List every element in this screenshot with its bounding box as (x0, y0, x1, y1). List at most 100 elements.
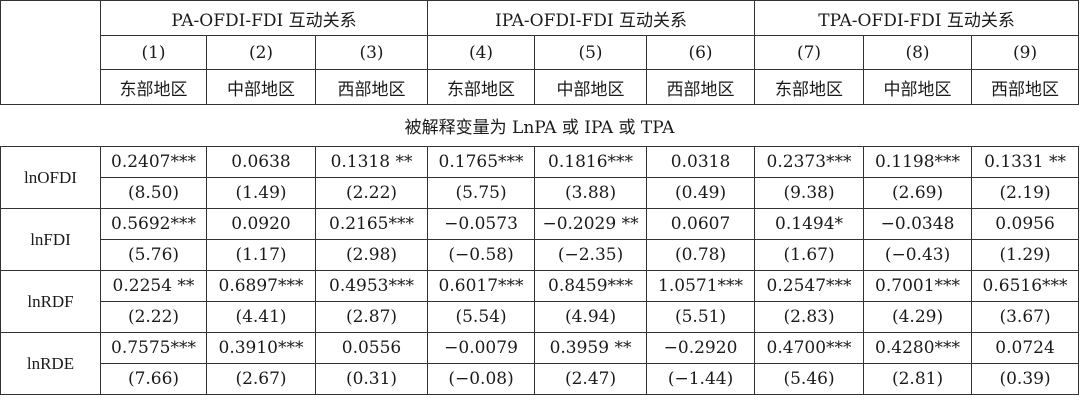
coefficient-row: lnRDF 0.2254 ** 0.6897*** 0.4953*** 0.6017**… (0, 270, 1080, 333)
statistic-cell: (2.67) (206, 363, 316, 395)
column-number: (9) (971, 35, 1080, 70)
statistic-cell: (5.76) (100, 239, 207, 271)
statistic-cell: (−1.44) (646, 363, 756, 395)
coefficient-cell: 0.1494* (754, 208, 865, 240)
statistic-cell: (3.67) (971, 301, 1080, 333)
statistic-cell: (5.75) (427, 177, 536, 209)
column-number: (1) (100, 35, 207, 70)
statistic-cell: (8.50) (100, 177, 207, 209)
column-number: (7) (754, 35, 865, 70)
coefficient-cell: 0.2165*** (314, 208, 429, 240)
coefficient-cell: 0.2373*** (754, 146, 865, 178)
coefficient-cell: 0.8459*** (534, 270, 648, 302)
region-label: 中部地区 (206, 69, 316, 105)
region-row: 东部地区 中部地区 西部地区 东部地区 中部地区 西部地区 东部地区 中部地区 … (1, 69, 1080, 105)
dependent-variable-label: 被解释变量为 LnPA 或 IPA 或 TPA (0, 104, 1079, 147)
statistic-cell: (4.94) (534, 301, 648, 333)
coefficient-cell: −0.0079 (427, 332, 536, 364)
coefficient-cell: 0.1816*** (534, 146, 648, 178)
coefficient-cell: 0.0638 (206, 146, 316, 178)
column-number: (4) (427, 35, 536, 70)
coefficient-cell: 0.4700*** (754, 332, 865, 364)
variable-label: lnRDE (0, 332, 101, 395)
coefficient-cell: 0.4280*** (863, 332, 973, 364)
statistic-cell: (0.49) (646, 177, 756, 209)
region-label: 中部地区 (534, 69, 648, 105)
statistic-row: (2.22) (4.41) (2.87) (5.54) (4.94) (5.51) (2.8… (1, 301, 1080, 333)
coefficient-cell: 0.6017*** (427, 270, 536, 302)
statistic-cell: (1.67) (754, 239, 865, 271)
statistic-cell: (0.39) (971, 363, 1080, 395)
coefficient-row: lnRDE 0.7575*** 0.3910*** 0.0556 −0.0079 0.39… (0, 332, 1080, 395)
region-label: 西部地区 (971, 69, 1080, 105)
region-label: 东部地区 (427, 69, 536, 105)
coefficient-cell: 0.1331 ** (971, 146, 1080, 178)
statistic-cell: (2.87) (314, 301, 429, 333)
coefficient-cell: 0.2547*** (754, 270, 865, 302)
region-label: 西部地区 (314, 69, 429, 105)
region-label: 东部地区 (100, 69, 207, 105)
statistic-cell: (5.51) (646, 301, 756, 333)
statistic-cell: (2.69) (863, 177, 973, 209)
column-number: (8) (863, 35, 973, 70)
variable-label: lnRDF (0, 270, 101, 333)
coefficient-cell: 0.3910*** (206, 332, 316, 364)
statistic-cell: (4.41) (206, 301, 316, 333)
column-number: (5) (534, 35, 648, 70)
statistic-row: (8.50) (1.49) (2.22) (5.75) (3.88) (0.49) (9.3… (1, 177, 1080, 209)
statistic-cell: (−0.43) (863, 239, 973, 271)
coefficient-cell: 1.0571*** (646, 270, 756, 302)
statistic-cell: (2.81) (863, 363, 973, 395)
column-number: (6) (646, 35, 756, 70)
coefficient-cell: −0.0348 (863, 208, 973, 240)
statistic-cell: (9.38) (754, 177, 865, 209)
group-header-tpa: TPA-OFDI-FDI 互动关系 (754, 0, 1080, 36)
statistic-cell: (7.66) (100, 363, 207, 395)
coefficient-cell: 0.0556 (314, 332, 429, 364)
coefficient-cell: 0.1198*** (863, 146, 973, 178)
coefficient-cell: 0.0318 (646, 146, 756, 178)
statistic-cell: (2.98) (314, 239, 429, 271)
statistic-cell: (5.54) (427, 301, 536, 333)
statistic-row: (5.76) (1.17) (2.98) (−0.58) (−2.35) (0.78) (1… (1, 239, 1080, 271)
variable-label: lnOFDI (0, 146, 101, 209)
group-header-ipa: IPA-OFDI-FDI 互动关系 (427, 0, 756, 36)
statistic-cell: (−2.35) (534, 239, 648, 271)
coefficient-cell: 0.6897*** (206, 270, 316, 302)
coefficient-cell: 0.5692*** (100, 208, 207, 240)
coefficient-cell: −0.0573 (427, 208, 536, 240)
statistic-cell: (4.29) (863, 301, 973, 333)
coefficient-cell: 0.3959 ** (534, 332, 648, 364)
group-header-row: PA-OFDI-FDI 互动关系 IPA-OFDI-FDI 互动关系 TPA-O… (0, 0, 1080, 105)
statistic-cell: (0.31) (314, 363, 429, 395)
statistic-cell: (2.83) (754, 301, 865, 333)
statistic-cell: (1.17) (206, 239, 316, 271)
region-label: 西部地区 (646, 69, 756, 105)
statistic-cell: (2.19) (971, 177, 1080, 209)
coefficient-cell: 0.0724 (971, 332, 1080, 364)
coefficient-cell: 0.0956 (971, 208, 1080, 240)
coefficient-cell: −0.2029 ** (534, 208, 648, 240)
table-body: lnOFDI 0.2407*** 0.0638 0.1318 ** 0.1765*** 0… (0, 146, 1080, 395)
region-label: 东部地区 (754, 69, 865, 105)
coefficient-cell: 0.1318 ** (314, 146, 429, 178)
statistic-cell: (0.78) (646, 239, 756, 271)
regression-table: PA-OFDI-FDI 互动关系 IPA-OFDI-FDI 互动关系 TPA-O… (0, 0, 1080, 395)
statistic-cell: (2.22) (100, 301, 207, 333)
coefficient-cell: 0.0920 (206, 208, 316, 240)
group-header-pa: PA-OFDI-FDI 互动关系 (99, 0, 429, 36)
statistic-cell: (2.47) (534, 363, 648, 395)
statistic-cell: (2.22) (314, 177, 429, 209)
statistic-cell: (−0.08) (427, 363, 536, 395)
column-number-row: (1) (2) (3) (4) (5) (6) (7) (8) (9) (1, 35, 1080, 70)
coefficient-cell: 0.2407*** (100, 146, 207, 178)
coefficient-cell: 0.6516*** (971, 270, 1080, 302)
coefficient-row: lnOFDI 0.2407*** 0.0638 0.1318 ** 0.1765*** 0… (0, 146, 1080, 209)
column-number: (2) (206, 35, 316, 70)
statistic-cell: (5.46) (754, 363, 865, 395)
statistic-cell: (1.29) (971, 239, 1080, 271)
region-label: 中部地区 (863, 69, 973, 105)
dependent-variable-row: 被解释变量为 LnPA 或 IPA 或 TPA (0, 104, 1079, 147)
coefficient-cell: 0.4953*** (314, 270, 429, 302)
